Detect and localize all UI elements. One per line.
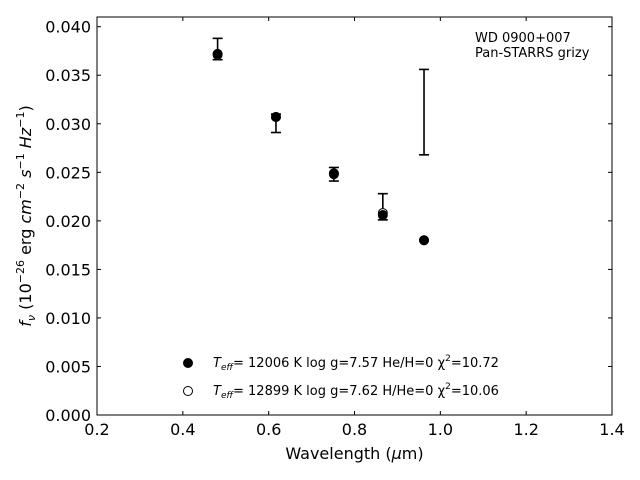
model-point-filled [377, 210, 388, 221]
y-axis-label: fν (10−26 erg cm−2 s−1 Hz−1) [14, 105, 38, 326]
y-tick-label: 0.010 [45, 309, 91, 328]
model-point-filled [328, 168, 339, 179]
axis-ticks: 0.2 0.4 0.6 0.8 1.0 1.2 1.4 0.000 0.005 0.010 0.01… [45, 17, 625, 439]
annotation-line-1: WD 0900+007 [475, 31, 571, 46]
legend-entry-2: Teff= 12899 K log g=7.62 H/He=0 χ2=10.06 [213, 382, 499, 401]
data-points [212, 48, 430, 246]
x-tick-label: 1.4 [599, 420, 624, 439]
legend-marker-open [183, 386, 193, 396]
x-tick-label: 0.8 [342, 420, 367, 439]
svg-text:fν (10−26 erg cm−2 s−1 Hz−1): fν (10−26 erg cm−2 s−1 Hz−1) [14, 105, 38, 326]
model-point-filled [270, 111, 281, 122]
y-tick-label: 0.030 [45, 115, 91, 134]
legend-entry-1: Teff= 12006 K log g=7.57 He/H=0 χ2=10.72 [213, 354, 499, 373]
model-point-filled [212, 48, 223, 59]
model-point-filled [419, 235, 430, 246]
annotation-line-2: Pan-STARRS grizy [475, 46, 590, 61]
y-tick-label: 0.040 [45, 18, 91, 37]
legend-marker-filled [183, 358, 193, 368]
y-tick-label: 0.035 [45, 66, 91, 85]
x-tick-label: 1.2 [513, 420, 538, 439]
x-tick-label: 1.0 [428, 420, 453, 439]
error-bars [212, 37, 430, 221]
x-tick-label: 0.6 [256, 420, 281, 439]
y-tick-label: 0.015 [45, 260, 91, 279]
legend: Teff= 12006 K log g=7.57 He/H=0 χ2=10.72… [183, 354, 499, 401]
y-tick-label: 0.020 [45, 212, 91, 231]
y-tick-label: 0.005 [45, 357, 91, 376]
x-axis-label: Wavelength (μm) [285, 444, 423, 463]
x-tick-label: 0.4 [170, 420, 195, 439]
y-tick-label: 0.000 [45, 406, 91, 425]
y-tick-label: 0.025 [45, 163, 91, 182]
x-tick-label: 0.2 [84, 420, 109, 439]
